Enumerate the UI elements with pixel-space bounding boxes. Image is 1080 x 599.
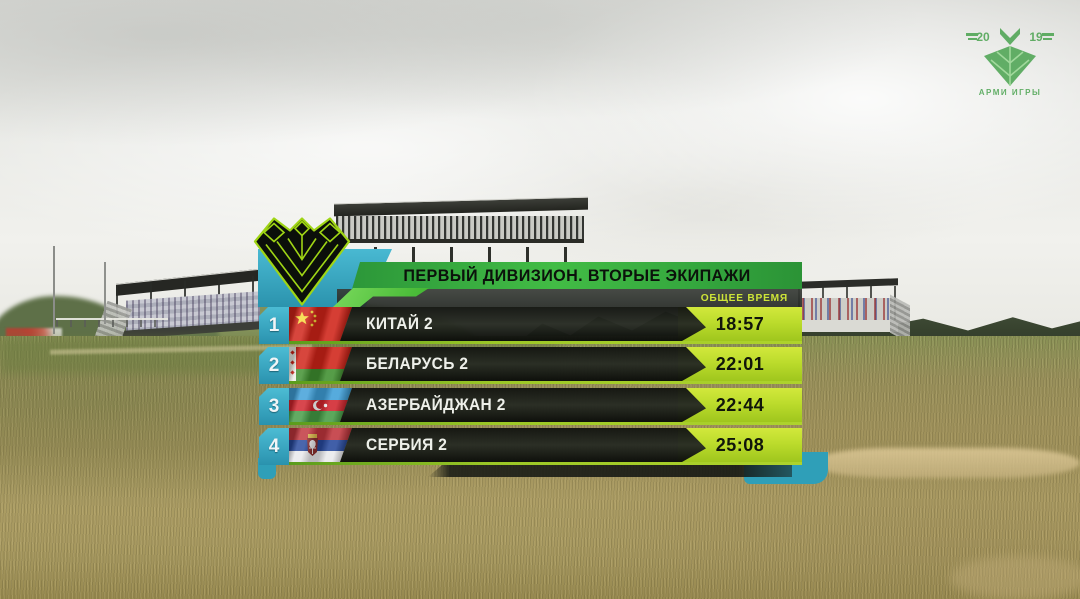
diamond-chevron-emblem-icon <box>253 217 351 306</box>
scoreboard-title: ПЕРВЫЙ ДИВИЗИОН. ВТОРЫЕ ЭКИПАЖИ <box>403 265 751 285</box>
rank-tile: 2 <box>259 347 289 384</box>
light-pole <box>53 246 55 334</box>
watermark-year-left: 20 <box>976 30 990 44</box>
scoreboard-bottom-bar <box>428 465 792 477</box>
rank-tile: 1 <box>259 307 289 344</box>
china-flag-icon <box>289 307 352 341</box>
rank-number: 4 <box>268 435 280 457</box>
army-games-emblem <box>252 211 352 307</box>
table-row-1: 18:57 КИТАЙ 2 1 <box>259 307 802 344</box>
grandstand-right-wall <box>802 320 898 332</box>
row-underline <box>289 341 802 344</box>
watermark-caption: АРМИ ИГРЫ <box>978 88 1042 97</box>
grandstand-right-crowd <box>802 298 892 320</box>
row-underline <box>289 462 802 465</box>
rank-number: 2 <box>268 354 280 376</box>
total-time-value: 25:08 <box>715 434 765 455</box>
rank-number: 3 <box>268 395 280 417</box>
army-games-2019-logo-icon: 20 19 <box>966 28 1054 86</box>
country-name: АЗЕРБАЙДЖАН 2 <box>366 395 506 414</box>
table-row-3: 22:44 АЗЕРБАЙДЖАН 2 3 <box>259 388 802 425</box>
row-underline <box>289 381 802 384</box>
safety-fence <box>56 318 168 327</box>
country-name: БЕЛАРУСЬ 2 <box>366 354 469 373</box>
pavilion-crowd <box>336 216 584 243</box>
dirt-path <box>812 448 1080 478</box>
total-time-value: 18:57 <box>715 313 765 334</box>
table-row-4: 25:08 СЕРБИЯ 2 4 <box>259 428 802 465</box>
total-time-value: 22:01 <box>715 353 765 374</box>
watermark-year-right: 19 <box>1029 30 1043 44</box>
table-row-2: 22:01 БЕЛАРУСЬ 2 2 <box>259 347 802 384</box>
serbia-flag-icon <box>289 428 352 462</box>
scoreboard-header: ПЕРВЫЙ ДИВИЗИОН. ВТОРЫЕ ЭКИПАЖИ <box>352 262 802 289</box>
grandstand-left <box>93 268 268 348</box>
total-time-value: 22:44 <box>715 394 765 415</box>
scoreboard-substrip: ОБЩЕЕ ВРЕМЯ <box>337 289 802 307</box>
belarus-flag-icon <box>289 347 352 381</box>
row-underline <box>289 422 802 425</box>
rank-number: 1 <box>268 314 280 336</box>
total-time-column-label: ОБЩЕЕ ВРЕМЯ <box>700 292 788 304</box>
light-pole-2 <box>104 262 106 324</box>
country-name: КИТАЙ 2 <box>366 314 434 333</box>
pavilion-legs <box>336 247 584 264</box>
azerbaijan-flag-icon <box>289 388 352 422</box>
dirt-patch-corner <box>950 556 1080 599</box>
army-games-watermark: 20 19 АРМИ ИГРЫ <box>964 26 1056 102</box>
grandstand-right <box>798 276 912 344</box>
rank-tile: 4 <box>259 428 289 465</box>
rank-tile: 3 <box>259 388 289 425</box>
country-name: СЕРБИЯ 2 <box>366 435 448 454</box>
spectator-pavilion <box>334 196 588 264</box>
pavilion-roof <box>334 196 588 217</box>
